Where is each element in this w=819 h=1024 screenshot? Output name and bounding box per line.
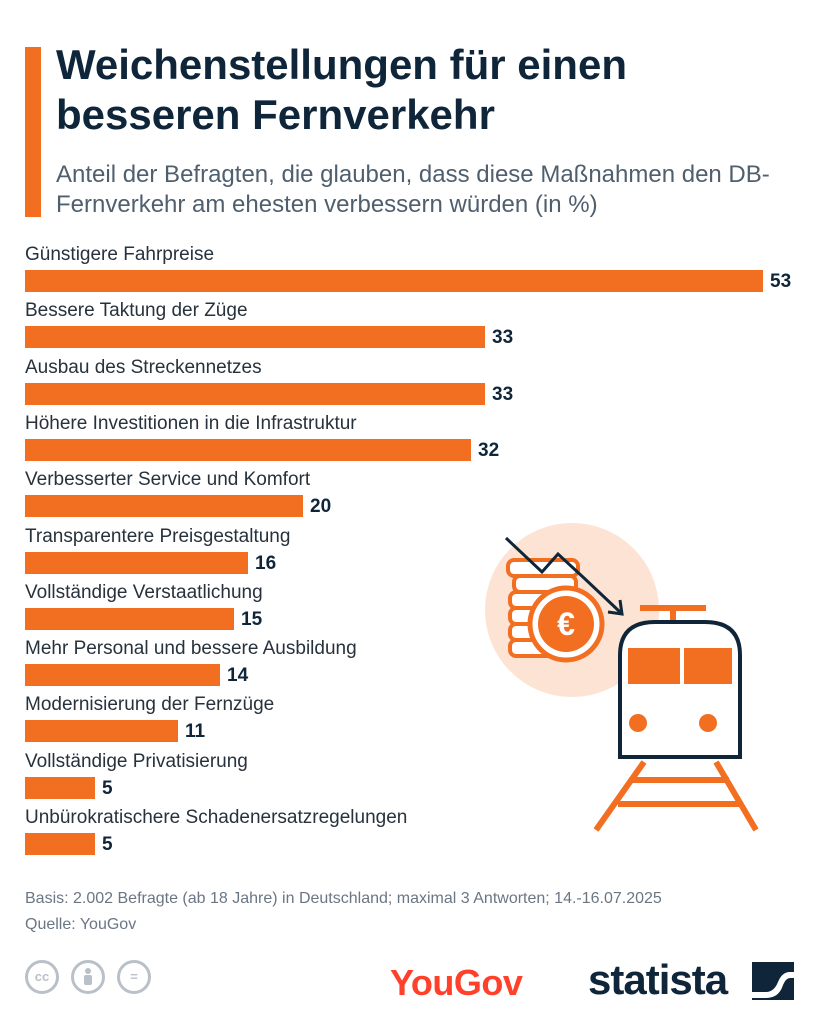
bar-value-label: 33 bbox=[492, 383, 514, 405]
bar bbox=[25, 270, 763, 292]
bar-category-label: Verbesserter Service und Komfort bbox=[25, 469, 311, 491]
train-illustration: € bbox=[480, 520, 780, 840]
bar-value-label: 53 bbox=[770, 271, 792, 292]
title-accent-bar bbox=[25, 47, 41, 217]
bar-category-label: Transparentere Preisgestaltung bbox=[25, 525, 291, 547]
cc-icon[interactable]: cc bbox=[25, 960, 59, 994]
bar bbox=[25, 607, 234, 630]
bar-category-label: Ausbau des Streckennetzes bbox=[25, 356, 262, 378]
trend-arrow-icon bbox=[504, 536, 624, 616]
bar-category-label: Günstigere Fahrpreise bbox=[25, 244, 215, 265]
bar bbox=[25, 382, 485, 405]
bar-category-label: Höhere Investitionen in die Infrastruktu… bbox=[25, 412, 357, 434]
bar bbox=[25, 776, 95, 799]
statista-logo-icon bbox=[752, 962, 794, 1000]
yougov-logo[interactable]: YouGov bbox=[390, 962, 523, 1003]
bar-category-label: Vollständige Verstaatlichung bbox=[25, 581, 263, 603]
bar-value-label: 14 bbox=[227, 665, 249, 687]
bar-category-label: Vollständige Privatisierung bbox=[25, 750, 248, 772]
footer-notes: Basis: 2.002 Befragte (ab 18 Jahre) in D… bbox=[25, 886, 662, 938]
bar-value-label: 33 bbox=[492, 327, 514, 349]
bar-value-label: 11 bbox=[185, 721, 206, 743]
bar-value-label: 16 bbox=[255, 552, 277, 574]
bar bbox=[25, 326, 485, 349]
bar-value-label: 15 bbox=[241, 608, 263, 630]
basis-note: Basis: 2.002 Befragte (ab 18 Jahre) in D… bbox=[25, 890, 662, 907]
bar bbox=[25, 438, 471, 461]
bar bbox=[25, 495, 303, 518]
statista-logo-text[interactable]: statista bbox=[588, 956, 728, 1003]
euro-coin-icon: € bbox=[527, 585, 605, 663]
bar-value-label: 5 bbox=[102, 834, 113, 855]
bar bbox=[25, 664, 220, 687]
bar bbox=[25, 833, 95, 855]
bar bbox=[25, 720, 178, 743]
nd-icon[interactable]: = bbox=[117, 960, 151, 994]
bar-category-label: Mehr Personal und bessere Ausbildung bbox=[25, 638, 357, 660]
bar-value-label: 32 bbox=[478, 439, 500, 461]
svg-text:€: € bbox=[557, 606, 575, 642]
chart-title: Weichenstellungen für einen besseren Fer… bbox=[56, 41, 627, 138]
source-note: Quelle: YouGov bbox=[25, 916, 137, 933]
bar-value-label: 20 bbox=[310, 496, 332, 518]
bar-category-label: Unbürokratischere Schadenersatzregelunge… bbox=[25, 807, 408, 828]
chart-subtitle: Anteil der Befragten, die glauben, dass … bbox=[56, 161, 770, 218]
bar-value-label: 5 bbox=[102, 777, 113, 799]
bar-category-label: Bessere Taktung der Züge bbox=[25, 300, 248, 322]
by-icon[interactable] bbox=[71, 960, 105, 994]
train-icon bbox=[593, 605, 759, 832]
bar bbox=[25, 551, 248, 574]
bar-category-label: Modernisierung der Fernzüge bbox=[25, 694, 275, 716]
